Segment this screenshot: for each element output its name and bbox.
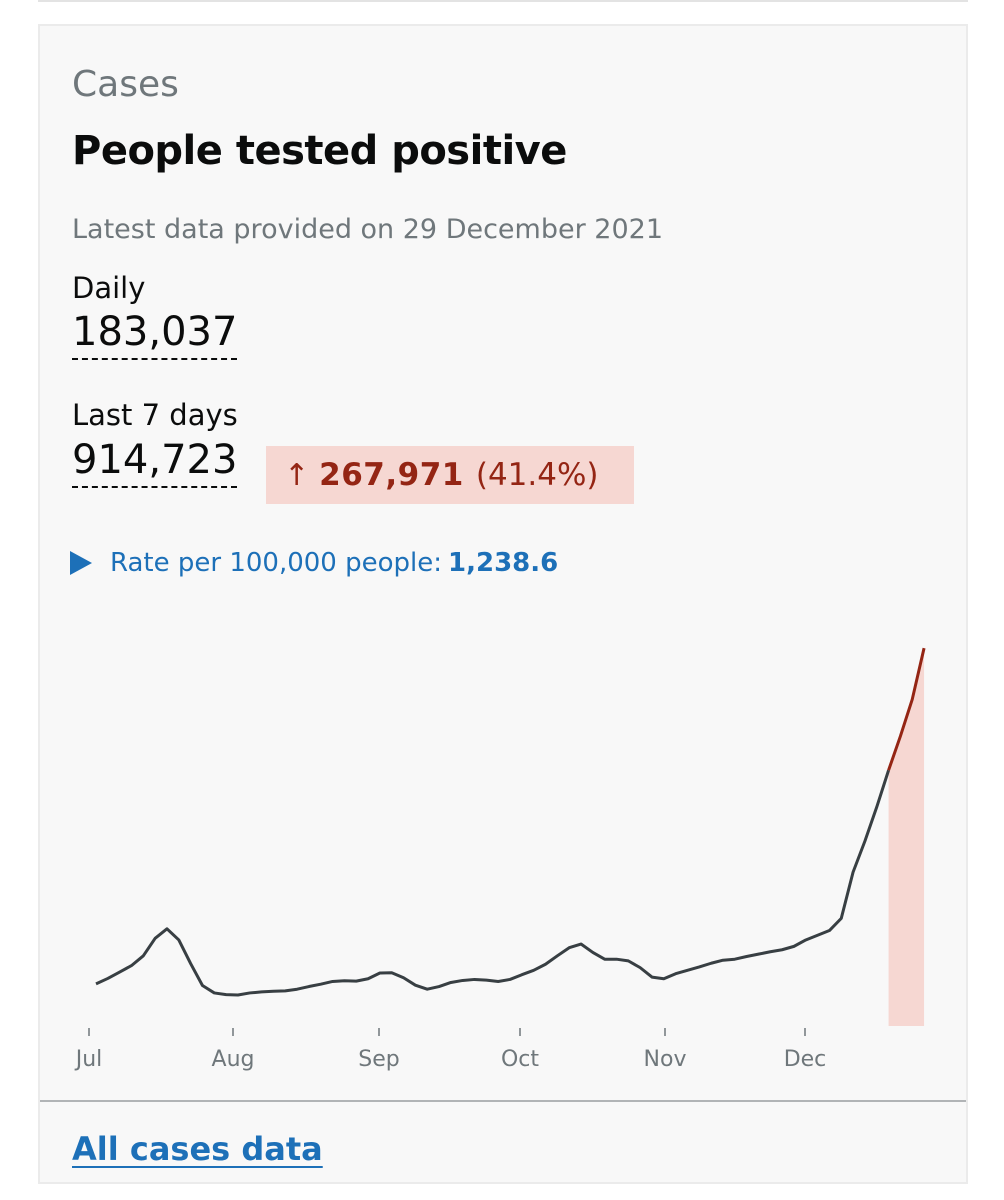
- previous-card: [38, 0, 968, 2]
- card-title: People tested positive: [72, 128, 567, 174]
- rate-label: Rate per 100,000 people:: [110, 548, 443, 578]
- daily-label: Daily: [72, 271, 146, 305]
- x-tick-label: Nov: [644, 1047, 687, 1072]
- last-7-days-value[interactable]: 914,723: [72, 438, 238, 488]
- rate-value: 1,238.6: [448, 548, 559, 578]
- recent-cases-line: [887, 647, 926, 771]
- divider: [40, 1100, 966, 1102]
- card-caption: Cases: [72, 64, 179, 105]
- latest-data-date: Latest data provided on 29 December 2021: [72, 214, 663, 245]
- daily-value[interactable]: 183,037: [72, 310, 238, 360]
- recent-days-area: [888, 648, 925, 1026]
- change-value: 267,971: [319, 457, 464, 493]
- up-arrow-icon: ↑: [284, 457, 310, 493]
- last-7-days-label: Last 7 days: [72, 398, 238, 432]
- x-tick-label: Oct: [501, 1047, 539, 1072]
- change-badge: ↑ 267,971 (41.4%): [266, 446, 634, 504]
- rate-toggle[interactable]: Rate per 100,000 people: 1,238.6: [70, 548, 558, 578]
- cases-chart: Jul Aug Sep Oct Nov Dec: [74, 647, 926, 1072]
- x-tick-label: Aug: [212, 1047, 255, 1072]
- change-percent: (41.4%): [475, 457, 599, 493]
- cases-line: [95, 769, 890, 997]
- cases-card: Cases People tested positive Latest data…: [38, 24, 968, 1184]
- expand-triangle-icon: [70, 551, 92, 575]
- x-tick-label: Jul: [74, 1047, 103, 1072]
- x-tick-label: Sep: [358, 1047, 399, 1072]
- x-tick-label: Dec: [784, 1047, 827, 1072]
- all-cases-data-link[interactable]: All cases data: [72, 1130, 323, 1168]
